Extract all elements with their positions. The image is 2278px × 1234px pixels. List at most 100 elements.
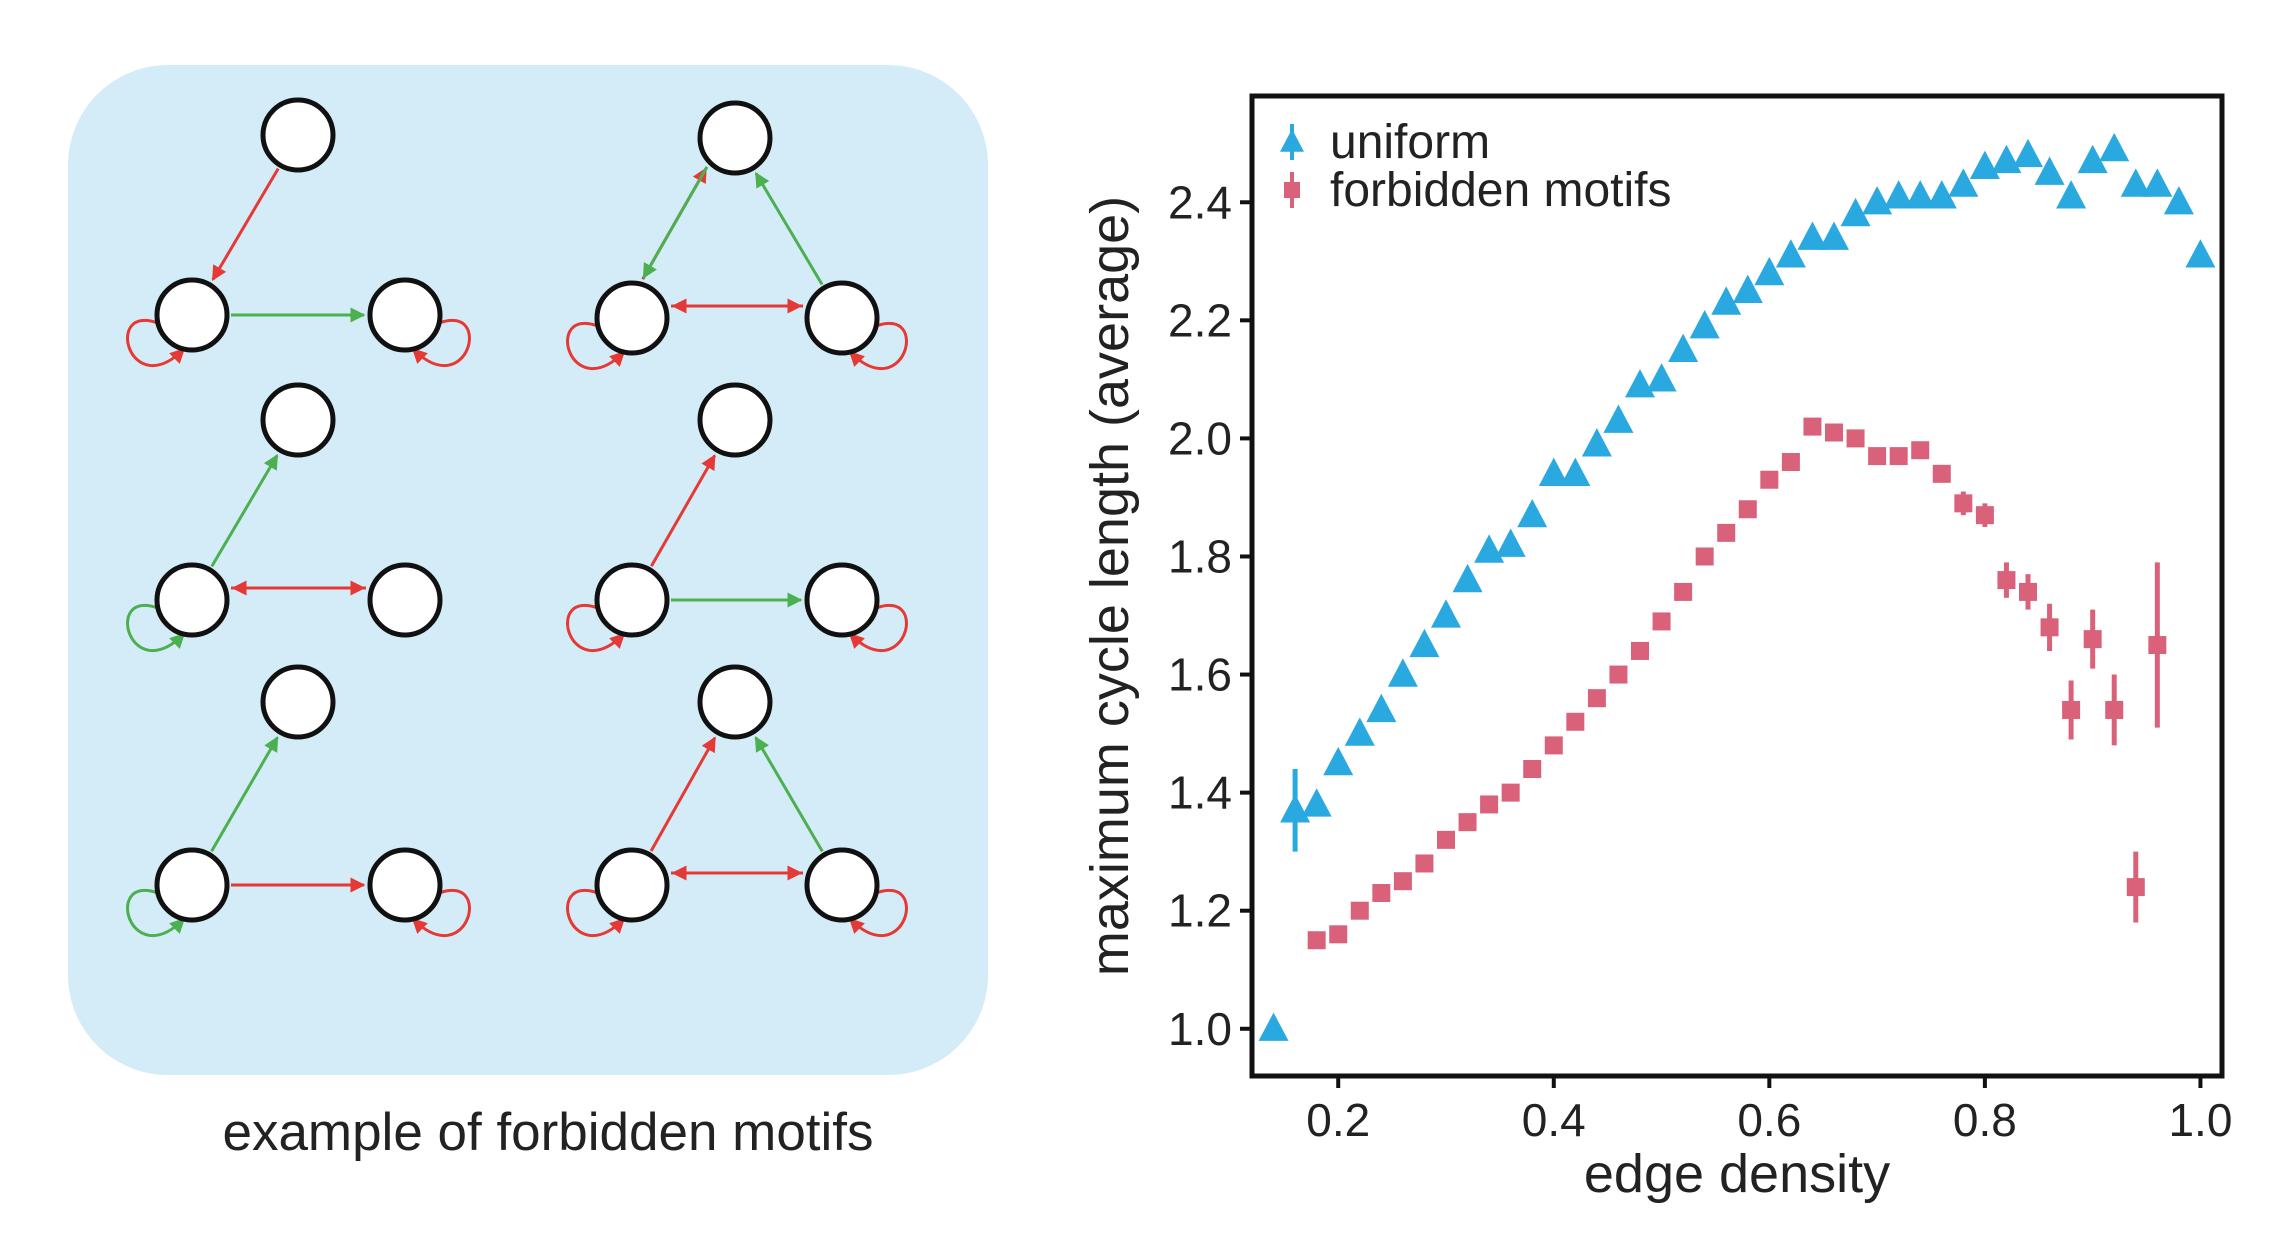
data-point (1668, 333, 1699, 363)
data-point (1301, 788, 1332, 817)
data-point (2083, 630, 2102, 649)
motifs-caption: example of forbidden motifs (222, 1103, 873, 1162)
data-point (1409, 628, 1440, 658)
data-point (1458, 813, 1477, 832)
motif-4-node-top (697, 382, 773, 458)
plot-frame (1249, 93, 2225, 1079)
data-point (1603, 404, 1634, 433)
x-tick-label: 1.0 (2168, 1094, 2232, 1146)
motif-4-self-loop-left (566, 604, 626, 652)
data-point (1905, 180, 1936, 209)
data-point (1997, 571, 2016, 590)
motif-3-node-right (367, 562, 443, 638)
data-point (1431, 599, 1461, 628)
data-point (1862, 186, 1893, 215)
data-point (2013, 138, 2043, 168)
data-point (1819, 221, 1849, 250)
data-point (1323, 746, 1354, 776)
data-point (1566, 712, 1585, 731)
x-tick-label: 0.4 (1522, 1094, 1586, 1146)
data-point (2148, 636, 2167, 655)
x-tick-label: 0.8 (1953, 1094, 2017, 1146)
motifs-diagram: example of forbidden motifs (68, 65, 988, 1162)
motif-1-node-right (367, 277, 443, 353)
motif-5-node-right (367, 847, 443, 923)
data-point (2099, 132, 2130, 162)
chart-panel: 0.2 0.4 0.6 0.8 1.0 1.0 1.2 1.4 1.6 1.8 2.0 2.2 2.4… (1040, 0, 2278, 1234)
data-point (1689, 310, 1720, 339)
x-axis-label: edge density (1584, 1144, 1890, 1204)
data-point (1480, 795, 1499, 814)
data-point (1948, 168, 1979, 197)
motif-2-self-loop-right (848, 322, 908, 370)
x-tick-label: 0.6 (1737, 1094, 1801, 1146)
legend-label: uniform (1330, 116, 1490, 169)
y-tick-label: 2.0 (1168, 412, 1232, 464)
data-point (2185, 239, 2216, 268)
data-point (1517, 498, 1548, 528)
series-forbidden-motifs (1307, 417, 2167, 950)
data-point (1587, 689, 1606, 708)
motif-4-node-right (804, 562, 880, 638)
data-point (1738, 500, 1757, 519)
data-point (1372, 883, 1391, 902)
data-point (1775, 239, 1806, 268)
data-point (1868, 447, 1887, 466)
data-point (1437, 830, 1455, 849)
motif-2-edge-2 (642, 166, 709, 279)
data-point (1975, 506, 1994, 525)
data-point (1911, 441, 1930, 460)
motif-6-node-right (804, 847, 880, 923)
data-point (1581, 428, 1612, 457)
series-uniform (1258, 132, 2216, 1041)
data-point (1495, 528, 1526, 557)
data-point (2034, 156, 2065, 185)
data-point (1625, 369, 1655, 398)
y-tick-label: 2.4 (1168, 176, 1232, 228)
data-point (1695, 547, 1714, 566)
motif-3-edge-1 (210, 454, 279, 568)
data-point (1393, 872, 1412, 891)
data-point (1646, 363, 1677, 392)
data-point (1969, 150, 2000, 179)
x-axis-ticks: 0.2 0.4 0.6 0.8 1.0 (1306, 1076, 2232, 1146)
data-point (2105, 700, 2124, 719)
motif-3-node-top (260, 382, 336, 458)
data-point (2040, 618, 2059, 637)
motif-6-edge-1 (649, 736, 717, 852)
data-point (1711, 286, 1742, 315)
y-tick-label: 1.4 (1168, 767, 1232, 819)
data-point (1280, 794, 1311, 823)
data-point (1258, 1012, 1289, 1041)
data-point (2120, 168, 2151, 197)
data-point (1538, 457, 1569, 486)
data-point (1544, 736, 1563, 755)
data-point (1754, 256, 1785, 286)
data-point (1840, 197, 1871, 227)
motif-4-self-loop-right (848, 604, 908, 652)
chart-marks (1258, 132, 2216, 1041)
motif-4-node-left (594, 562, 670, 638)
motif-6-self-loop-left (566, 889, 626, 937)
data-point (1797, 221, 1828, 250)
motif-1-node-left (154, 277, 230, 353)
data-point (1350, 901, 1369, 920)
data-point (1781, 453, 1800, 472)
data-point (2142, 168, 2173, 197)
data-point (1652, 612, 1671, 631)
data-point (2019, 582, 2037, 601)
data-point (1825, 423, 1843, 442)
data-point (1609, 665, 1628, 684)
y-tick-label: 1.8 (1168, 530, 1232, 582)
data-point (1387, 658, 1418, 687)
motif-3-node-left (154, 562, 230, 638)
data-point (2163, 186, 2194, 215)
data-point (1474, 534, 1505, 563)
data-point (1889, 447, 1908, 466)
motifs-panel: example of forbidden motifs (0, 0, 1040, 1234)
data-point (1631, 641, 1649, 660)
y-tick-label: 1.6 (1168, 649, 1232, 701)
motif-6-self-loop-right (848, 889, 908, 937)
motif-5-node-top (260, 664, 336, 740)
